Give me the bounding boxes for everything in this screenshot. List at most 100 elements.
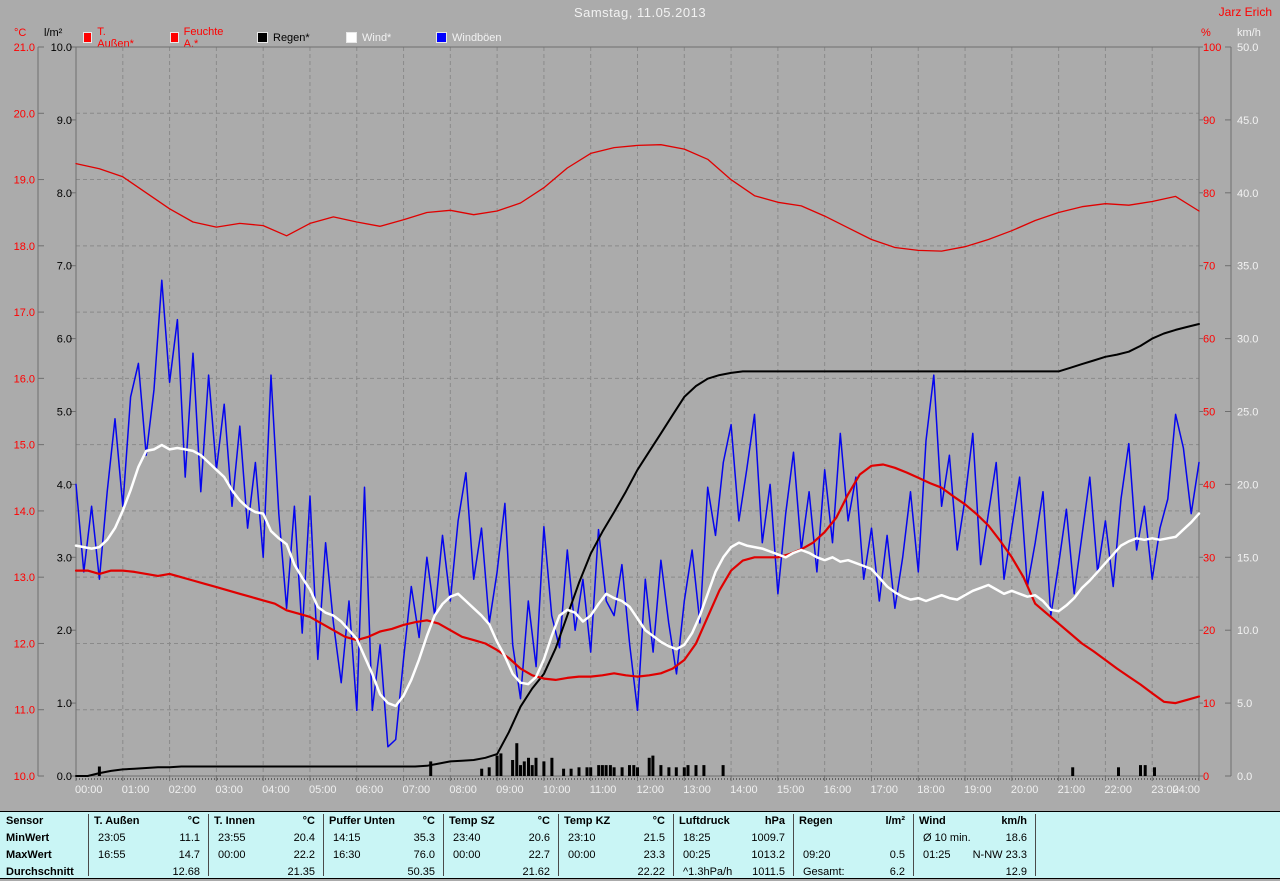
rain-bar	[519, 765, 522, 776]
table-cell-value: 22.2	[293, 849, 315, 861]
x-axis-label: 01:00	[122, 784, 150, 796]
rain-bar	[527, 757, 530, 776]
legend-item-wind: Wind*	[346, 31, 391, 44]
y-axis-temp-label: 15.0	[14, 440, 35, 452]
x-axis-label: 21:00	[1058, 784, 1086, 796]
rain-bar	[628, 765, 631, 776]
legend-swatch-t-aussen-icon	[83, 32, 93, 43]
legend-label-wind: Wind*	[362, 31, 392, 44]
table-cell-time: 23:10	[568, 832, 596, 844]
rain-bar	[600, 765, 604, 776]
right-axis-wind-unit: km/h	[1237, 27, 1261, 39]
table-cell-time: 16:30	[333, 849, 361, 861]
table-cell-value: 50.35	[407, 866, 435, 878]
x-axis-label: 22:00	[1104, 784, 1132, 796]
table-row-label: Sensor	[6, 815, 44, 827]
table-col-name: Regen	[799, 815, 833, 827]
y-axis-rain-label: 7.0	[57, 261, 72, 273]
y-axis-humidity-label: 70	[1203, 261, 1215, 273]
y-axis-rain-label: 4.0	[57, 479, 72, 491]
table-col-unit: l/m²	[885, 815, 905, 827]
table-separator	[1035, 814, 1036, 876]
rain-bar	[647, 757, 651, 776]
y-axis-temp-label: 20.0	[14, 108, 35, 120]
y-axis-wind-label: 10.0	[1237, 625, 1258, 637]
y-axis-humidity-label: 90	[1203, 115, 1215, 127]
x-axis-label: 08:00	[449, 784, 477, 796]
x-axis-label: 06:00	[356, 784, 384, 796]
table-row-label: MinWert	[6, 832, 50, 844]
table-cell-value: 20.4	[293, 832, 315, 844]
x-axis-label: 13:00	[683, 784, 711, 796]
table-cell-time: 00:00	[453, 849, 481, 861]
rain-bar	[620, 767, 624, 776]
table-cell-value: 22.7	[528, 849, 550, 861]
table-cell-value: 21.5	[643, 832, 665, 844]
x-axis-label: 02:00	[169, 784, 197, 796]
series-regen-kumuliert	[75, 323, 1200, 777]
x-axis-label: 11:00	[590, 784, 617, 796]
table-cell-value: 6.2	[889, 866, 905, 878]
legend-label-windboeen: Windböen	[452, 31, 502, 44]
table-separator	[443, 814, 444, 876]
table-separator	[88, 814, 89, 876]
rain-bar	[1117, 767, 1120, 776]
table-cell-time: Gesamt:	[803, 866, 845, 878]
rain-bar	[682, 767, 686, 776]
table-col-unit: °C	[302, 815, 315, 827]
rain-bar	[515, 743, 519, 776]
y-axis-wind-label: 50.0	[1237, 42, 1258, 54]
y-axis-temp-label: 16.0	[14, 373, 35, 385]
table-cell-time: 09:20	[803, 849, 831, 861]
table-cell-value: 11.1	[179, 832, 200, 844]
table-separator	[673, 814, 674, 876]
x-axis-label: 04:00	[262, 784, 290, 796]
page-title: Samstag, 11.05.2013	[573, 5, 707, 20]
y-axis-rain-label: 5.0	[57, 407, 72, 419]
table-cell-value: 35.3	[413, 832, 435, 844]
table-cell-time: 23:05	[98, 832, 126, 844]
station-owner-label: Jarz Erich	[1218, 5, 1272, 19]
table-cell-value: 23.3	[643, 849, 665, 861]
y-axis-temp-label: 11.0	[14, 705, 35, 717]
rain-bar	[636, 767, 639, 776]
table-cell-value: 21.35	[287, 866, 315, 878]
y-axis-humidity-label: 50	[1203, 407, 1215, 419]
rain-bar	[550, 757, 554, 776]
table-cell-time: 00:00	[568, 849, 596, 861]
rain-bar	[1143, 765, 1147, 776]
y-axis-rain-label: 6.0	[57, 334, 72, 346]
table-separator	[323, 814, 324, 876]
table-cell-value: N-NW 23.3	[972, 849, 1027, 861]
y-axis-temp-label: 14.0	[14, 506, 35, 518]
rain-bar	[562, 768, 566, 776]
rain-bar	[597, 765, 601, 776]
series-temp-aussen	[74, 463, 1201, 705]
rain-bar	[1153, 767, 1156, 776]
rain-bar	[530, 765, 534, 776]
table-cell-time: 00:25	[683, 849, 711, 861]
y-axis-rain-label: 8.0	[57, 188, 72, 200]
y-axis-wind-label: 0.0	[1237, 771, 1252, 783]
y-axis-humidity-label: 80	[1203, 188, 1215, 200]
x-axis-label: 20:00	[1011, 784, 1039, 796]
table-cell-time: 16:55	[98, 849, 126, 861]
table-cell-time: 18:25	[683, 832, 711, 844]
series-wind	[74, 443, 1201, 708]
rain-bar	[612, 767, 616, 776]
y-axis-rain-label: 0.0	[57, 771, 72, 783]
legend-item-regen: Regen*	[257, 31, 310, 44]
legend-label-regen: Regen*	[273, 31, 310, 44]
y-axis-temp-label: 18.0	[14, 241, 35, 253]
table-separator	[793, 814, 794, 876]
legend-item-windboeen: Windböen	[436, 31, 502, 44]
y-axis-temp-label: 19.0	[14, 175, 35, 187]
table-cell-value: 14.7	[178, 849, 200, 861]
table-col-unit: hPa	[764, 815, 785, 827]
table-cell-value: 12.9	[1005, 866, 1027, 878]
y-axis-humidity-label: 100	[1203, 42, 1221, 54]
y-axis-humidity-label: 40	[1203, 479, 1215, 491]
rain-bar	[522, 761, 526, 776]
legend-swatch-windboeen-icon	[436, 32, 447, 43]
